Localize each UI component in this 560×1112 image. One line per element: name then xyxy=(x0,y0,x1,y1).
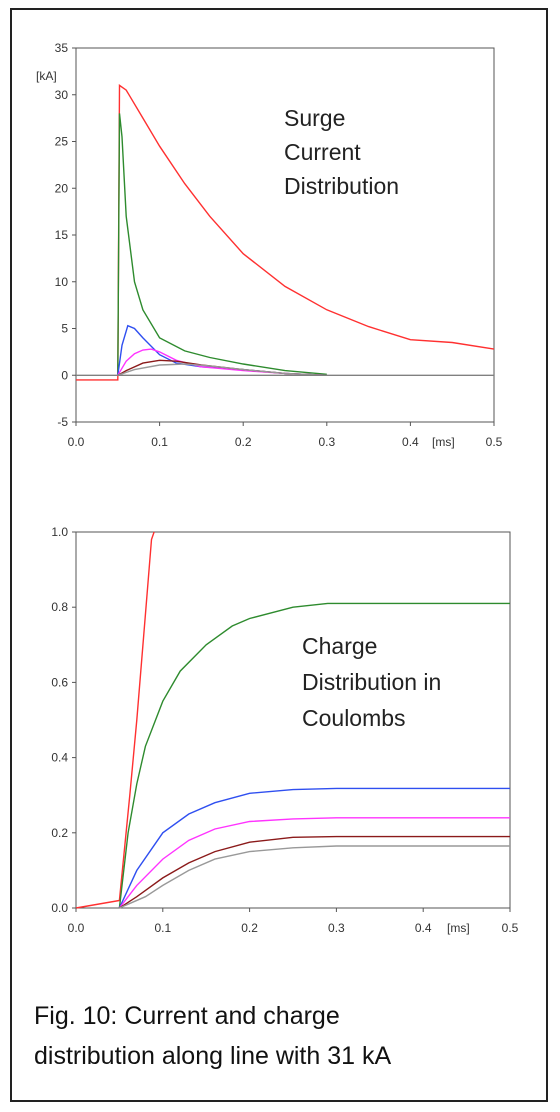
y-tick-label: 0.0 xyxy=(51,901,68,915)
y-axis-ticks: 0.0 0.2 0.4 0.6 0.8 1.0 xyxy=(51,525,76,915)
caption-line-1: Fig. 10: Current and charge xyxy=(34,1002,340,1030)
x-tick-label: 0.4 xyxy=(415,921,432,935)
x-tick-label: 0.5 xyxy=(486,435,503,449)
y-tick-label: 15 xyxy=(55,228,69,242)
y-tick-label: 20 xyxy=(55,181,69,195)
x-axis-ticks: 0.0 0.1 0.2 0.3 0.4 0.5 xyxy=(68,908,519,935)
y-tick-label: 0.8 xyxy=(51,600,68,614)
y-tick-label: 5 xyxy=(61,322,68,336)
annotation-line-3: Distribution xyxy=(284,173,399,199)
y-tick-label: 35 xyxy=(55,41,69,55)
chart-current: -5 0 5 10 15 20 25 30 35 0.0 0.1 0.2 0.3 0.4 0.5 [kA]… xyxy=(36,41,503,449)
chart-charge: 0.0 0.2 0.4 0.6 0.8 1.0 0.0 0.1 0.2 0.3 0.4 0.5 [m… xyxy=(51,525,518,935)
x-tick-label: 0.0 xyxy=(68,921,85,935)
annotation-line-2: Current xyxy=(284,139,361,165)
series-line-1 xyxy=(117,113,327,376)
y-tick-label: 30 xyxy=(55,88,69,102)
series-line-5 xyxy=(117,363,327,376)
x-tick-label: 0.2 xyxy=(235,435,252,449)
plot-area xyxy=(75,531,511,909)
x-tick-label: 0.1 xyxy=(154,921,171,935)
x-unit-label: [ms] xyxy=(432,435,455,449)
x-tick-label: 0.3 xyxy=(328,921,345,935)
series-group xyxy=(75,531,510,909)
y-tick-label: 0.6 xyxy=(51,675,68,689)
x-tick-label: 0.0 xyxy=(68,435,85,449)
caption-line-2: distribution along line with 31 kA xyxy=(34,1042,392,1070)
y-tick-label: 0 xyxy=(61,368,68,382)
annotation-line-1: Charge xyxy=(302,633,377,659)
x-axis-ticks: 0.0 0.1 0.2 0.3 0.4 0.5 xyxy=(68,422,503,449)
y-tick-label: 25 xyxy=(55,135,69,149)
annotation-line-1: Surge xyxy=(284,105,345,131)
y-tick-label: 1.0 xyxy=(51,525,68,539)
series-line-3 xyxy=(118,817,510,909)
series-line-5 xyxy=(119,845,510,909)
x-tick-label: 0.2 xyxy=(241,921,258,935)
figure-caption: Fig. 10: Current and charge distribution… xyxy=(34,996,534,1076)
series-line-1 xyxy=(118,602,510,909)
y-tick-label: -5 xyxy=(57,415,68,429)
y-unit-label: [kA] xyxy=(36,69,57,83)
annotation-line-2: Distribution in xyxy=(302,669,441,695)
series-line-0 xyxy=(75,531,155,909)
series-line-4 xyxy=(119,835,510,909)
series-group xyxy=(76,84,495,381)
y-tick-label: 0.2 xyxy=(51,826,68,840)
annotation-line-3: Coulombs xyxy=(302,705,406,731)
y-tick-label: 10 xyxy=(55,275,69,289)
figure-frame xyxy=(10,8,548,1102)
x-tick-label: 0.4 xyxy=(402,435,419,449)
x-tick-label: 0.3 xyxy=(318,435,335,449)
series-line-0 xyxy=(76,84,495,381)
y-axis-ticks: -5 0 5 10 15 20 25 30 35 xyxy=(55,41,76,429)
x-unit-label: [ms] xyxy=(447,921,470,935)
figure-charts: -5 0 5 10 15 20 25 30 35 0.0 0.1 0.2 0.3 0.4 0.5 [kA]… xyxy=(36,41,519,935)
series-line-2 xyxy=(118,787,510,909)
x-tick-label: 0.5 xyxy=(502,921,519,935)
y-tick-label: 0.4 xyxy=(51,751,68,765)
x-tick-label: 0.1 xyxy=(151,435,168,449)
